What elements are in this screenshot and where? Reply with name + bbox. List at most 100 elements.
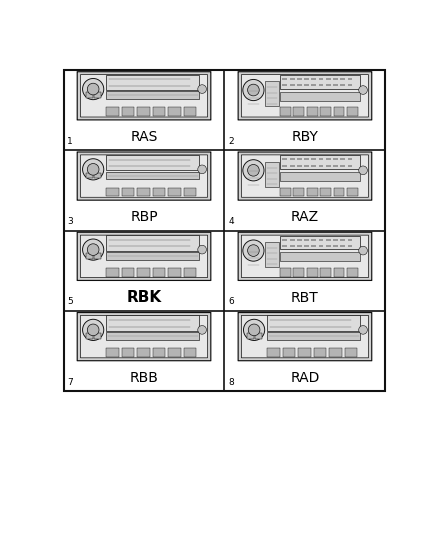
Bar [255, 333, 262, 339]
Bar [318, 165, 323, 167]
Circle shape [244, 319, 265, 341]
Bar [333, 84, 338, 86]
Circle shape [243, 240, 264, 261]
Bar [307, 188, 318, 196]
Circle shape [243, 79, 264, 101]
FancyBboxPatch shape [77, 152, 211, 200]
Circle shape [83, 159, 104, 180]
Circle shape [359, 326, 367, 334]
Bar [280, 236, 360, 249]
Bar [334, 107, 344, 116]
Bar [304, 158, 309, 160]
Circle shape [359, 166, 367, 175]
Bar [169, 268, 181, 277]
FancyBboxPatch shape [77, 232, 211, 280]
Bar [184, 268, 196, 277]
Bar [94, 92, 101, 98]
Text: RBP: RBP [130, 210, 158, 224]
FancyBboxPatch shape [241, 155, 368, 197]
Bar [318, 245, 323, 247]
Circle shape [83, 78, 104, 100]
Bar [106, 155, 199, 171]
FancyBboxPatch shape [81, 235, 208, 278]
Circle shape [87, 244, 99, 255]
Bar [340, 245, 345, 247]
Bar [169, 348, 181, 357]
Bar [106, 92, 199, 99]
Bar [122, 188, 134, 196]
Bar [280, 92, 360, 101]
FancyBboxPatch shape [238, 232, 372, 280]
Bar [290, 239, 294, 241]
Text: RBY: RBY [292, 130, 318, 144]
Bar [347, 165, 352, 167]
Bar [347, 78, 352, 80]
Bar [347, 84, 352, 86]
Bar [293, 268, 304, 277]
Bar [307, 268, 318, 277]
Circle shape [359, 246, 367, 255]
Bar [298, 348, 311, 357]
Bar [347, 245, 352, 247]
Bar [280, 188, 291, 196]
Bar [265, 161, 279, 187]
Bar [184, 348, 196, 357]
FancyBboxPatch shape [241, 235, 368, 278]
Bar [64, 70, 385, 391]
Text: 6: 6 [228, 297, 234, 306]
FancyBboxPatch shape [238, 312, 372, 361]
Bar [153, 268, 165, 277]
Bar [347, 107, 358, 116]
Bar [340, 239, 345, 241]
Bar [340, 84, 345, 86]
Bar [283, 348, 295, 357]
FancyBboxPatch shape [81, 155, 208, 197]
Bar [304, 84, 309, 86]
Bar [334, 268, 344, 277]
Bar [280, 268, 291, 277]
Bar [106, 188, 119, 196]
Bar [304, 245, 309, 247]
Bar [138, 188, 150, 196]
Circle shape [247, 84, 259, 96]
Bar [86, 92, 92, 98]
Bar [94, 173, 101, 179]
Bar [106, 316, 199, 331]
Circle shape [248, 324, 260, 336]
Text: 7: 7 [67, 377, 73, 386]
Bar [334, 188, 344, 196]
Circle shape [83, 239, 104, 260]
Bar [122, 268, 134, 277]
Bar [283, 84, 287, 86]
FancyBboxPatch shape [238, 72, 372, 120]
Bar [280, 172, 360, 181]
Bar [326, 165, 331, 167]
Bar [280, 155, 360, 169]
Text: 8: 8 [228, 377, 234, 386]
Text: RBK: RBK [127, 289, 162, 304]
Bar [280, 107, 291, 116]
Bar [267, 316, 360, 331]
Bar [297, 245, 302, 247]
Bar [106, 107, 119, 116]
Bar [290, 84, 294, 86]
Bar [86, 253, 92, 259]
Text: 1: 1 [67, 137, 73, 146]
Bar [307, 107, 318, 116]
Bar [283, 239, 287, 241]
Bar [347, 239, 352, 241]
FancyBboxPatch shape [241, 316, 368, 358]
Bar [169, 188, 181, 196]
Bar [169, 107, 181, 116]
Bar [86, 333, 92, 339]
Bar [265, 82, 279, 107]
Bar [326, 239, 331, 241]
Bar [304, 239, 309, 241]
Bar [311, 239, 316, 241]
Bar [311, 158, 316, 160]
Bar [318, 239, 323, 241]
Bar [293, 188, 304, 196]
Bar [290, 245, 294, 247]
Bar [311, 245, 316, 247]
Bar [326, 84, 331, 86]
